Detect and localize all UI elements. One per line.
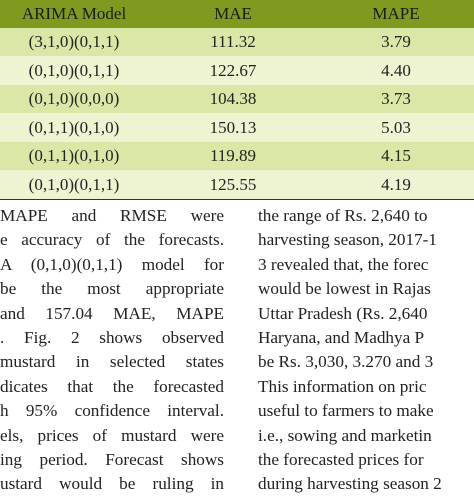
body-text-left-column: MAPE and RMSE were e accuracy of the for…: [0, 204, 224, 497]
text-line: be the most appropriate: [0, 279, 224, 299]
cell-mape: 3.79: [318, 28, 474, 57]
text-line: A (0,1,0)(0,1,1) model for: [0, 254, 224, 274]
cell-mae: 119.89: [148, 141, 318, 171]
cell-mape: 4.40: [318, 56, 474, 85]
table-row: (0,1,0)(0,0,0) 104.38 3.73: [0, 84, 474, 114]
table-row: (0,1,1)(0,1,0) 150.13 5.03: [0, 113, 474, 142]
text-line: h 95% confidence interval.: [0, 401, 224, 421]
text-line: i.e., sowing and marketin: [258, 425, 432, 445]
cell-mae: 150.13: [148, 113, 318, 142]
text-line: MAPE and RMSE were: [0, 206, 224, 225]
text-line: be Rs. 3,030, 3.270 and 3: [258, 352, 434, 372]
cell-model: (0,1,0)(0,0,0): [0, 84, 148, 114]
header-mape: MAPE: [318, 0, 474, 28]
text-line: dicates that the forecasted: [0, 376, 224, 396]
text-line: ing period. Forecast shows: [0, 449, 224, 469]
cell-model: (0,1,1)(0,1,0): [0, 141, 148, 171]
cell-mae: 104.38: [148, 84, 318, 114]
text-line: useful to farmers to make: [258, 401, 434, 421]
text-line: mustard in selected states: [0, 352, 224, 372]
text-line: 3 revealed that, the forec: [258, 254, 429, 274]
header-arima-model: ARIMA Model: [0, 0, 148, 28]
table-header-row: ARIMA Model MAE MAPE: [0, 0, 474, 28]
text-line: e accuracy of the forecasts.: [0, 230, 224, 250]
table-row: (3,1,0)(0,1,1) 111.32 3.79: [0, 28, 474, 57]
text-line: This information on pric: [258, 376, 427, 396]
text-line: during harvesting season 2: [258, 474, 442, 494]
results-table: ARIMA Model MAE MAPE (3,1,0)(0,1,1) 111.…: [0, 0, 474, 201]
text-line: the range of Rs. 2,640 to: [258, 206, 428, 225]
text-line: els, prices of mustard were: [0, 425, 224, 445]
text-line: Uttar Pradesh (Rs. 2,640: [258, 303, 428, 323]
cell-mape: 5.03: [318, 113, 474, 142]
body-text-right-column: the range of Rs. 2,640 to harvesting sea…: [258, 204, 474, 497]
text-line: would be lowest in Rajas: [258, 279, 431, 299]
table-row: (0,1,0)(0,1,1) 125.55 4.19: [0, 170, 474, 201]
cell-model: (0,1,0)(0,1,1): [0, 170, 148, 201]
text-line: Haryana, and Madhya P: [258, 327, 425, 347]
text-line: . Fig. 2 shows observed: [0, 327, 224, 347]
text-line: harvesting season, 2017-1: [258, 230, 438, 250]
cell-mape: 4.15: [318, 141, 474, 171]
text-line: ustard would be ruling in: [0, 474, 224, 494]
cell-mae: 122.67: [148, 56, 318, 85]
cell-mape: 4.19: [318, 170, 474, 201]
cell-model: (0,1,0)(0,1,1): [0, 56, 148, 85]
table-row: (0,1,0)(0,1,1) 122.67 4.40: [0, 56, 474, 85]
cell-model: (0,1,1)(0,1,0): [0, 113, 148, 142]
cell-mape: 3.73: [318, 84, 474, 114]
cell-mae: 111.32: [148, 28, 318, 57]
text-line: the forecasted prices for: [258, 449, 424, 469]
header-mae: MAE: [148, 0, 318, 28]
cell-model: (3,1,0)(0,1,1): [0, 28, 148, 57]
table-row: (0,1,1)(0,1,0) 119.89 4.15: [0, 141, 474, 171]
text-line: and 157.04 MAE, MAPE: [0, 303, 224, 323]
cell-mae: 125.55: [148, 170, 318, 201]
